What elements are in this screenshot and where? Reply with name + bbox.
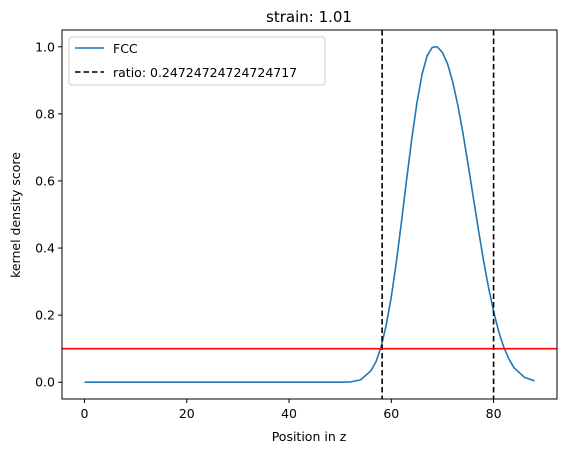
y-tick-label: 0.2 xyxy=(35,308,55,323)
x-axis: 0 20 40 60 80 xyxy=(81,399,502,421)
y-tick-label: 0.0 xyxy=(35,375,55,390)
x-axis-label: Position in z xyxy=(272,429,347,444)
x-tick-label: 60 xyxy=(383,406,399,421)
y-tick-label: 1.0 xyxy=(35,39,55,54)
legend-box xyxy=(68,36,326,86)
y-tick-label: 0.6 xyxy=(35,173,55,188)
x-tick-label: 40 xyxy=(281,406,297,421)
x-tick-label: 0 xyxy=(81,406,89,421)
x-tick-label: 20 xyxy=(179,406,195,421)
plot-area xyxy=(62,30,557,399)
chart-title: strain: 1.01 xyxy=(266,8,352,26)
y-tick-label: 0.8 xyxy=(35,106,55,121)
axes-frame xyxy=(61,29,558,400)
series-line-fcc xyxy=(84,45,535,384)
y-tick-label: 0.4 xyxy=(35,241,55,256)
x-tick-label: 80 xyxy=(486,406,502,421)
y-axis-label: kernel density score xyxy=(8,152,23,278)
legend-label-fcc: FCC xyxy=(113,41,138,56)
legend-label-ratio: ratio: 0.24724724724724717 xyxy=(113,65,297,80)
y-axis: 0.0 0.2 0.4 0.6 0.8 1.0 xyxy=(35,39,62,390)
legend: FCC ratio: 0.24724724724724717 xyxy=(68,36,326,86)
